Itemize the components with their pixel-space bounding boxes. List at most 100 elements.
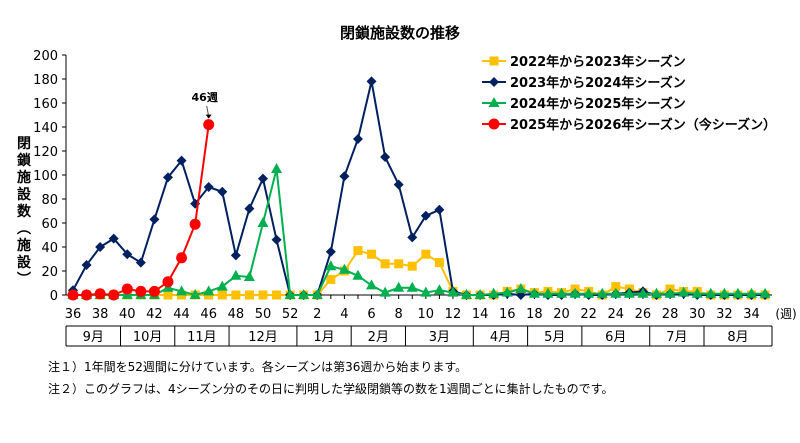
x-tick-label: 36 bbox=[65, 307, 82, 322]
data-point-2 bbox=[271, 163, 283, 173]
x-tick-label: 10 bbox=[418, 307, 435, 322]
data-point-0 bbox=[421, 249, 431, 259]
data-point-0 bbox=[380, 259, 390, 269]
x-tick-label: 2 bbox=[313, 307, 321, 322]
data-point-2 bbox=[569, 287, 581, 298]
month-label: 6月 bbox=[605, 330, 626, 345]
data-point-0 bbox=[394, 259, 404, 269]
data-point-1 bbox=[149, 214, 160, 225]
y-tick-label: 120 bbox=[33, 145, 58, 160]
data-point-0 bbox=[326, 274, 336, 284]
data-point-2 bbox=[352, 269, 364, 280]
x-axis-label: (週) bbox=[775, 307, 796, 321]
data-point-2 bbox=[311, 289, 323, 299]
data-point-2 bbox=[637, 287, 649, 298]
data-point-2 bbox=[623, 287, 635, 298]
data-point-1 bbox=[339, 171, 350, 182]
data-point-2 bbox=[718, 287, 730, 298]
x-tick-label: 52 bbox=[282, 307, 299, 322]
x-tick-label: 38 bbox=[92, 307, 109, 322]
data-point-0 bbox=[272, 290, 282, 300]
data-point-0 bbox=[258, 290, 268, 300]
x-tick-label: 6 bbox=[367, 307, 375, 322]
data-point-3 bbox=[162, 276, 174, 288]
data-point-2 bbox=[732, 287, 744, 298]
data-point-2 bbox=[203, 285, 215, 296]
x-tick-label: 28 bbox=[662, 307, 679, 322]
data-point-2 bbox=[447, 286, 459, 297]
y-tick-label: 160 bbox=[33, 97, 58, 112]
data-point-0 bbox=[434, 258, 444, 268]
data-point-0 bbox=[407, 261, 417, 271]
month-label: 12月 bbox=[248, 330, 278, 345]
data-point-2 bbox=[216, 280, 228, 291]
data-point-2 bbox=[542, 287, 554, 298]
month-label: 9月 bbox=[83, 330, 104, 345]
data-point-0 bbox=[353, 246, 363, 256]
data-point-2 bbox=[257, 217, 269, 227]
x-tick-label: 8 bbox=[395, 307, 403, 322]
data-point-2 bbox=[433, 284, 445, 295]
data-point-3 bbox=[67, 289, 79, 301]
data-point-3 bbox=[203, 119, 215, 131]
x-tick-label: 4 bbox=[340, 307, 348, 322]
data-point-1 bbox=[407, 232, 418, 243]
legend-marker bbox=[489, 77, 499, 87]
note-1: 注１）1年間を52週間に分けています。各シーズンは第36週から始まります。 bbox=[48, 360, 468, 374]
data-point-1 bbox=[135, 257, 146, 268]
y-tick-label: 180 bbox=[33, 73, 58, 88]
data-point-2 bbox=[230, 269, 242, 280]
data-point-2 bbox=[406, 281, 418, 292]
x-tick-label: 22 bbox=[580, 307, 597, 322]
data-point-2 bbox=[746, 287, 757, 298]
chart-title: 閉鎖施設数の推移 bbox=[340, 24, 460, 42]
y-tick-label: 80 bbox=[41, 193, 58, 208]
data-point-2 bbox=[488, 287, 500, 298]
month-label: 11月 bbox=[187, 330, 217, 345]
month-label: 10月 bbox=[133, 330, 163, 345]
data-point-1 bbox=[122, 249, 133, 260]
data-point-2 bbox=[298, 289, 310, 299]
legend-label: 2025年から2026年シーズン（今シーズン） bbox=[510, 117, 776, 133]
data-point-2 bbox=[596, 287, 608, 298]
x-tick-label: 46 bbox=[200, 307, 217, 322]
data-point-2 bbox=[338, 263, 350, 274]
legend-marker bbox=[488, 97, 500, 107]
data-point-2 bbox=[583, 287, 595, 298]
data-point-0 bbox=[231, 290, 241, 300]
series-line-1 bbox=[72, 81, 766, 297]
legend-marker bbox=[488, 118, 500, 130]
month-label: 7月 bbox=[666, 330, 687, 345]
data-point-2 bbox=[176, 285, 188, 296]
data-point-2 bbox=[461, 289, 473, 299]
series-line-3 bbox=[73, 124, 210, 297]
y-tick-label: 140 bbox=[33, 121, 58, 136]
data-point-0 bbox=[244, 290, 254, 300]
month-label: 8月 bbox=[727, 330, 748, 345]
data-point-1 bbox=[393, 179, 404, 190]
legend-label: 2024年から2025年シーズン bbox=[510, 96, 686, 112]
annotation-arrowhead bbox=[205, 114, 212, 119]
data-point-0 bbox=[163, 290, 173, 300]
data-point-2 bbox=[610, 287, 622, 298]
x-tick-label: 12 bbox=[445, 307, 462, 322]
data-point-2 bbox=[678, 286, 690, 297]
x-tick-label: 42 bbox=[146, 307, 163, 322]
data-point-3 bbox=[148, 285, 160, 297]
data-point-1 bbox=[162, 172, 173, 183]
x-tick-label: 44 bbox=[173, 307, 190, 322]
x-tick-label: 34 bbox=[743, 307, 760, 322]
data-point-3 bbox=[121, 283, 133, 295]
x-tick-label: 26 bbox=[635, 307, 652, 322]
data-point-0 bbox=[367, 249, 377, 259]
data-point-1 bbox=[230, 250, 241, 261]
data-point-1 bbox=[81, 260, 92, 270]
data-point-3 bbox=[94, 288, 106, 300]
data-point-2 bbox=[243, 271, 255, 281]
month-label: 3月 bbox=[429, 330, 450, 345]
data-point-0 bbox=[611, 282, 621, 292]
legend-marker bbox=[489, 56, 499, 66]
data-point-2 bbox=[284, 289, 296, 299]
data-point-2 bbox=[189, 289, 201, 299]
